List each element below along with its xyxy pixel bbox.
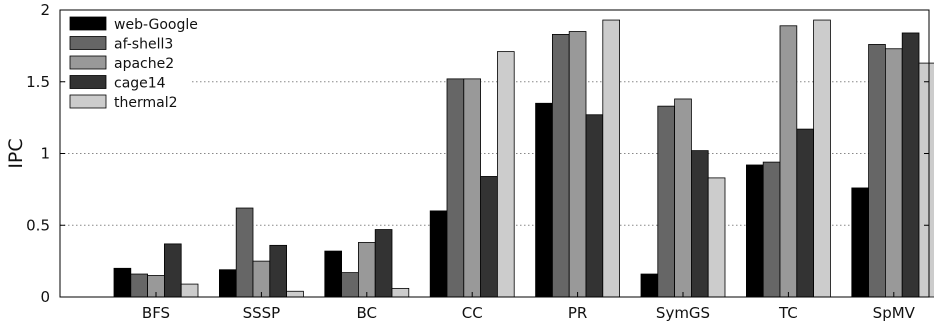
legend-swatch-cage14 xyxy=(69,75,107,89)
x-tick-label-symgs: SymGS xyxy=(656,304,710,322)
bar-bc-web-google xyxy=(324,250,342,298)
bar-tc-af-shell3 xyxy=(762,161,781,298)
bar-spmv-thermal2 xyxy=(918,62,934,298)
bar-symgs-web-google xyxy=(640,273,659,298)
legend-swatch-web-google xyxy=(69,16,107,31)
bar-cc-web-google xyxy=(429,210,448,298)
x-tick-label-cc: CC xyxy=(462,304,483,322)
bar-bc-af-shell3 xyxy=(341,272,359,298)
y-tick-label: 0.5 xyxy=(26,216,50,234)
bar-pr-cage14 xyxy=(585,114,604,298)
x-tick-label-pr: PR xyxy=(568,304,587,322)
legend-label-thermal2: thermal2 xyxy=(114,95,178,111)
legend-swatch-apache2 xyxy=(69,55,107,70)
legend-label-af-shell3: af-shell3 xyxy=(114,37,173,53)
legend-swatch-af-shell3 xyxy=(69,36,107,50)
bar-symgs-apache2 xyxy=(674,98,692,298)
bar-tc-thermal2 xyxy=(813,19,831,298)
legend-label-cage14: cage14 xyxy=(114,76,166,92)
legend-label-web-google: web-Google xyxy=(114,17,198,33)
bar-spmv-web-google xyxy=(851,187,869,298)
bar-bfs-web-google xyxy=(113,267,132,298)
legend: web-Google af-shell3 apache2 cage14 thermal2 xyxy=(66,12,198,112)
bar-bc-cage14 xyxy=(374,229,393,298)
y-tick-label: 1.5 xyxy=(26,73,50,91)
legend-swatch-thermal2 xyxy=(69,94,107,109)
x-tick-label-bc: BC xyxy=(357,304,378,322)
y-tick-label: 1 xyxy=(40,145,50,163)
bar-cc-af-shell3 xyxy=(446,78,465,298)
bar-spmv-apache2 xyxy=(885,48,903,298)
legend-label-apache2: apache2 xyxy=(114,56,174,72)
bar-pr-af-shell3 xyxy=(552,33,570,298)
bar-sssp-cage14 xyxy=(269,244,287,298)
x-tick-label-spmv: SpMV xyxy=(873,304,916,322)
y-tick-label: 0 xyxy=(40,288,50,306)
bar-bc-thermal2 xyxy=(391,287,410,298)
y-axis-ticks: 0 0.5 1 1.5 2 xyxy=(26,1,929,306)
bar-bfs-cage14 xyxy=(163,243,182,298)
bar-symgs-thermal2 xyxy=(707,177,726,298)
bar-tc-cage14 xyxy=(796,128,814,298)
bar-bfs-af-shell3 xyxy=(130,273,149,298)
bar-sssp-web-google xyxy=(218,269,237,298)
bar-symgs-cage14 xyxy=(691,150,709,298)
bar-tc-apache2 xyxy=(779,25,798,298)
bar-pr-thermal2 xyxy=(602,19,620,298)
bar-cc-thermal2 xyxy=(496,51,515,298)
bar-symgs-af-shell3 xyxy=(657,105,675,298)
bar-sssp-thermal2 xyxy=(286,290,304,298)
x-axis-ticks: BFS SSSP BC CC PR SymGS TC SpMV xyxy=(142,292,916,322)
bar-bfs-thermal2 xyxy=(180,283,199,298)
x-tick-label-bfs: BFS xyxy=(142,304,170,322)
bar-spmv-af-shell3 xyxy=(868,44,886,298)
bar-sssp-af-shell3 xyxy=(235,207,254,298)
bar-spmv-cage14 xyxy=(901,32,920,298)
bar-cc-cage14 xyxy=(480,176,498,298)
bar-cc-apache2 xyxy=(463,78,481,298)
bar-pr-apache2 xyxy=(568,31,587,298)
bars xyxy=(113,19,934,298)
x-tick-label-tc: TC xyxy=(778,304,798,322)
bar-bc-apache2 xyxy=(357,242,376,298)
y-axis-title: IPC xyxy=(5,138,27,168)
bar-sssp-apache2 xyxy=(252,260,271,298)
bar-tc-web-google xyxy=(746,164,764,298)
y-tick-label: 2 xyxy=(40,1,50,19)
x-tick-label-sssp: SSSP xyxy=(243,304,281,322)
bar-pr-web-google xyxy=(535,102,553,298)
